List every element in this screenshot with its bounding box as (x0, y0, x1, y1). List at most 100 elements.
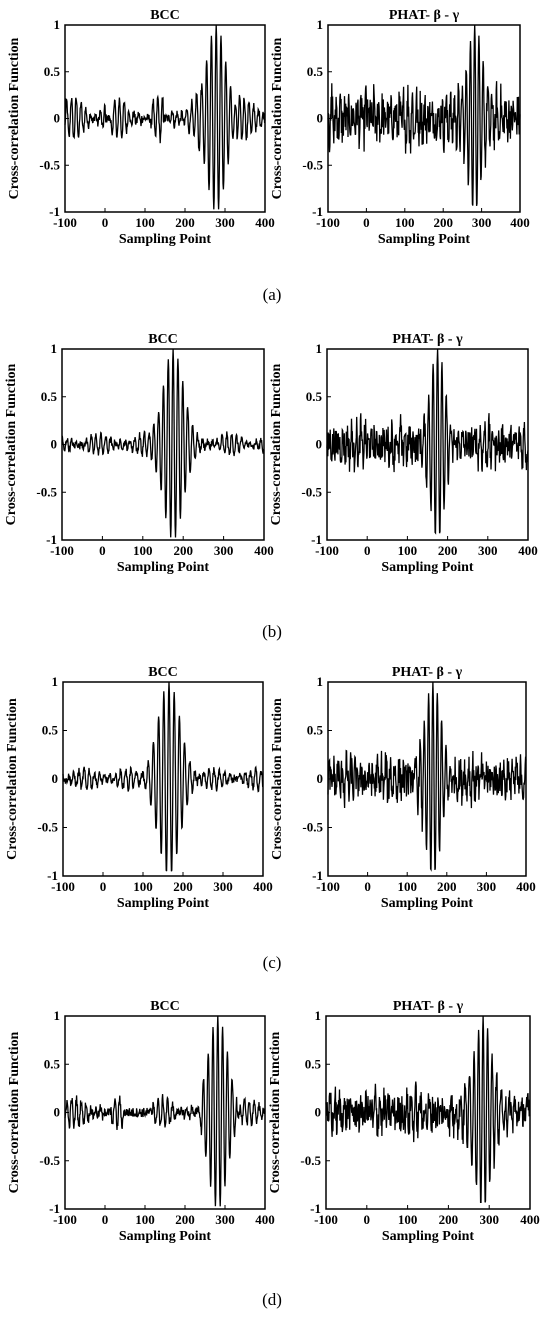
y-tick-label: -1 (311, 532, 322, 547)
y-tick-label: -0.5 (302, 157, 323, 172)
chart-title: BCC (150, 8, 180, 23)
y-tick-label: -1 (49, 1201, 60, 1216)
x-tick-label: 200 (438, 543, 458, 558)
x-tick-label: -100 (315, 543, 339, 558)
y-tick-label: -0.5 (300, 1153, 321, 1168)
x-axis-label: Sampling Point (381, 560, 474, 575)
y-tick-label: 1 (51, 341, 58, 356)
x-tick-label: 0 (364, 879, 371, 894)
y-tick-label: -0.5 (39, 157, 60, 172)
x-tick-label: 100 (398, 1212, 418, 1227)
y-tick-label: -0.5 (39, 1153, 60, 1168)
x-tick-label: 300 (215, 1212, 235, 1227)
y-axis-label: Cross-correlation Function (5, 698, 20, 860)
y-tick-label: -0.5 (37, 820, 58, 835)
x-tick-label: 0 (364, 543, 371, 558)
y-tick-label: -1 (312, 868, 323, 883)
x-tick-label: 100 (395, 215, 415, 230)
chart-title: PHAT- β - γ (389, 8, 460, 23)
y-tick-label: -1 (49, 204, 60, 219)
y-tick-label: -1 (46, 532, 57, 547)
x-tick-label: 400 (255, 215, 275, 230)
chart-title: BCC (148, 665, 178, 680)
y-axis-label: Cross-correlation Function (270, 37, 285, 199)
y-tick-label: 0.5 (44, 1056, 61, 1071)
x-tick-label: 300 (472, 215, 492, 230)
x-tick-label: 0 (100, 879, 107, 894)
y-tick-label: 1 (316, 341, 323, 356)
x-tick-label: -100 (316, 215, 340, 230)
y-tick-label: -1 (312, 204, 323, 219)
y-tick-label: 0 (317, 111, 324, 126)
chart-title: BCC (148, 332, 178, 347)
x-tick-label: 200 (175, 215, 195, 230)
chart-c-right: -100 0 100 200 300 400 -1 -0.5 0 0.5 1 PHAT- β - γ S… (270, 665, 536, 911)
x-tick-label: 400 (253, 879, 273, 894)
y-tick-label: -0.5 (36, 484, 57, 499)
x-tick-label: 100 (133, 879, 153, 894)
x-tick-label: 0 (102, 1212, 109, 1227)
y-tick-label: 0.5 (41, 389, 58, 404)
chart-title: PHAT- β - γ (392, 665, 463, 680)
y-tick-label: -1 (310, 1201, 321, 1216)
y-tick-label: 1 (52, 674, 59, 689)
x-tick-label: 100 (397, 879, 417, 894)
x-tick-label: 400 (255, 1212, 275, 1227)
x-tick-label: 300 (214, 543, 234, 558)
y-tick-label: 0 (54, 111, 61, 126)
x-tick-label: 200 (433, 215, 453, 230)
x-axis-label: Sampling Point (117, 560, 210, 575)
y-tick-label: -1 (47, 868, 58, 883)
y-tick-label: 0 (52, 771, 59, 786)
x-axis-label: Sampling Point (117, 896, 210, 911)
x-tick-label: 300 (477, 879, 497, 894)
y-tick-label: -0.5 (302, 820, 323, 835)
series-line (327, 681, 527, 872)
x-tick-label: 200 (439, 1212, 459, 1227)
x-tick-label: 100 (135, 215, 155, 230)
y-tick-label: 1 (54, 17, 61, 32)
y-axis-label: Cross-correlation Function (269, 363, 284, 525)
x-tick-label: 200 (173, 879, 193, 894)
x-tick-label: -100 (314, 1212, 338, 1227)
chart-title: PHAT- β - γ (392, 332, 463, 347)
y-tick-label: 0.5 (307, 64, 324, 79)
chart-b-left: -100 0 100 200 300 400 -1 -0.5 0 0.5 1 BCC Sampling … (4, 332, 274, 575)
x-tick-label: 100 (133, 543, 153, 558)
x-axis-label: Sampling Point (381, 896, 474, 911)
y-tick-label: 0.5 (307, 723, 324, 738)
y-tick-label: 0 (316, 437, 323, 452)
y-axis-label: Cross-correlation Function (7, 37, 22, 199)
chart-a-right: -100 0 100 200 300 400 -1 -0.5 0 0.5 1 PHAT- β - γ S… (270, 8, 530, 247)
y-tick-label: 0 (317, 771, 324, 786)
x-tick-label: 0 (99, 543, 106, 558)
x-tick-label: 300 (478, 543, 498, 558)
series-line (61, 348, 265, 538)
y-tick-label: 0.5 (305, 1056, 322, 1071)
y-tick-label: 1 (315, 1008, 322, 1023)
y-axis-label: Cross-correlation Function (4, 363, 19, 525)
x-axis-label: Sampling Point (378, 232, 471, 247)
y-axis-label: Cross-correlation Function (7, 1031, 22, 1193)
caption-c: (c) (263, 953, 282, 972)
chart-d-left: -100 0 100 200 300 400 -1 -0.5 0 0.5 1 BCC Sampling … (7, 999, 275, 1244)
x-tick-label: 200 (437, 879, 457, 894)
y-tick-label: 0 (54, 1105, 61, 1120)
y-tick-label: 0.5 (44, 64, 61, 79)
x-tick-label: 400 (520, 1212, 540, 1227)
series-line (327, 24, 521, 207)
x-tick-label: 300 (215, 215, 235, 230)
x-tick-label: 100 (398, 543, 418, 558)
chart-title: PHAT- β - γ (393, 999, 464, 1014)
y-axis-label: Cross-correlation Function (268, 1031, 283, 1193)
series-line (325, 1015, 531, 1203)
x-tick-label: -100 (316, 879, 340, 894)
y-tick-label: 1 (54, 1008, 61, 1023)
x-tick-label: 400 (254, 543, 274, 558)
y-tick-label: 0 (51, 437, 58, 452)
x-tick-label: -100 (53, 215, 77, 230)
x-tick-label: 0 (102, 215, 109, 230)
x-tick-label: 400 (510, 215, 530, 230)
x-axis-label: Sampling Point (382, 1229, 475, 1244)
chart-b-right: -100 0 100 200 300 400 -1 -0.5 0 0.5 1 PHAT- β - γ S… (269, 332, 538, 575)
